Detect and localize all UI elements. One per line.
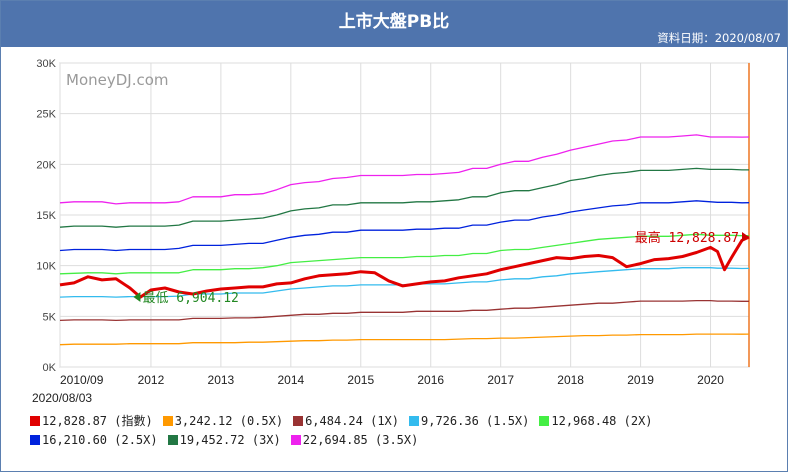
series-line-4 [59, 233, 750, 275]
y-tick-label: 5K [43, 311, 57, 323]
series-line-1 [59, 333, 750, 346]
x-tick-label: 2017 [487, 373, 514, 387]
legend-swatch [293, 415, 304, 426]
legend-swatch [30, 434, 40, 445]
legend-item[interactable]: 12,828.87 (指數) [30, 411, 153, 430]
x-tick-label: 2020 [697, 373, 724, 387]
legend-label: 16,210.60 (2.5X) [42, 432, 158, 447]
legend-swatch [30, 415, 40, 426]
legend-item[interactable]: 3,242.12 (0.5X) [162, 411, 284, 430]
high-label: 最高 12,828.87 [635, 230, 739, 246]
title-bar: 上市大盤PB比 資料日期：2020/08/07 [1, 1, 787, 47]
low-marker [133, 292, 141, 303]
series-line-2 [59, 299, 749, 322]
y-tick-label: 30K [36, 58, 56, 70]
x-tick-label: 2012 [138, 373, 165, 387]
high-marker [742, 231, 749, 242]
series-line-0 [59, 235, 750, 299]
y-tick-label: 25K [36, 109, 56, 121]
x-tick-label: 2010/09 [60, 373, 104, 387]
series-line-7 [59, 134, 750, 205]
y-tick-label: 0K [43, 362, 57, 374]
y-tick-label: 15K [36, 210, 56, 222]
legend-label: 3,242.12 (0.5X) [174, 413, 284, 428]
x-tick-label: 2013 [208, 373, 235, 387]
legend-label: 12,968.48 (2X) [551, 413, 653, 428]
x-tick-label: 2016 [417, 373, 444, 387]
legend-swatch [162, 415, 173, 426]
watermark-text: MoneyDJ.com [66, 71, 169, 89]
legend-swatch [539, 415, 550, 426]
x-tick-label: 2014 [277, 373, 304, 387]
series-line-5 [59, 200, 750, 252]
chart-title: 上市大盤PB比 [338, 12, 450, 32]
legend-label: 22,694.85 (3.5X) [302, 432, 419, 447]
legend-item[interactable]: 9,726.36 (1.5X) [409, 411, 529, 430]
x-tick-label: 2019 [627, 373, 654, 387]
legend: 12,828.87 (指數) 3,242.12 (0.5X) 6,484.24 (1… [30, 411, 770, 449]
legend-item[interactable]: 6,484.24 (1X) [293, 411, 399, 430]
legend-label: 19,452.72 (3X) [179, 432, 281, 447]
legend-label: 9,726.36 (1.5X) [421, 413, 530, 428]
x-tick-label: 2015 [347, 373, 374, 387]
legend-label: 12,828.87 (指數) [42, 414, 153, 428]
legend-swatch [167, 434, 178, 445]
legend-label: 6,484.24 (1X) [305, 413, 399, 428]
legend-date: 2020/08/03 [32, 391, 93, 405]
data-date: 資料日期：2020/08/07 [657, 31, 781, 45]
x-tick-label: 2018 [557, 373, 584, 387]
legend-item[interactable]: 19,452.72 (3X) [167, 430, 281, 449]
y-tick-label: 20K [36, 159, 56, 171]
legend-swatch [409, 415, 419, 426]
legend-item[interactable]: 22,694.85 (3.5X) [290, 430, 419, 449]
series-line-6 [59, 167, 749, 228]
y-tick-label: 10K [36, 261, 56, 273]
legend-item[interactable]: 12,968.48 (2X) [539, 411, 653, 430]
legend-item[interactable]: 16,210.60 (2.5X) [30, 430, 158, 449]
low-label: 最低 6,904.12 [142, 291, 238, 306]
legend-swatch [290, 434, 301, 445]
